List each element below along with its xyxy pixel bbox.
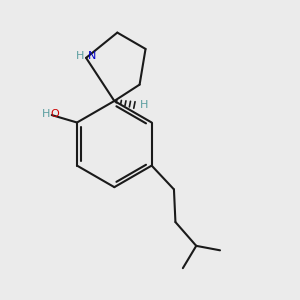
Text: H: H: [42, 109, 50, 118]
Text: H: H: [76, 51, 85, 62]
Text: O: O: [50, 109, 59, 118]
Text: N: N: [88, 51, 96, 62]
Text: H: H: [140, 100, 148, 110]
